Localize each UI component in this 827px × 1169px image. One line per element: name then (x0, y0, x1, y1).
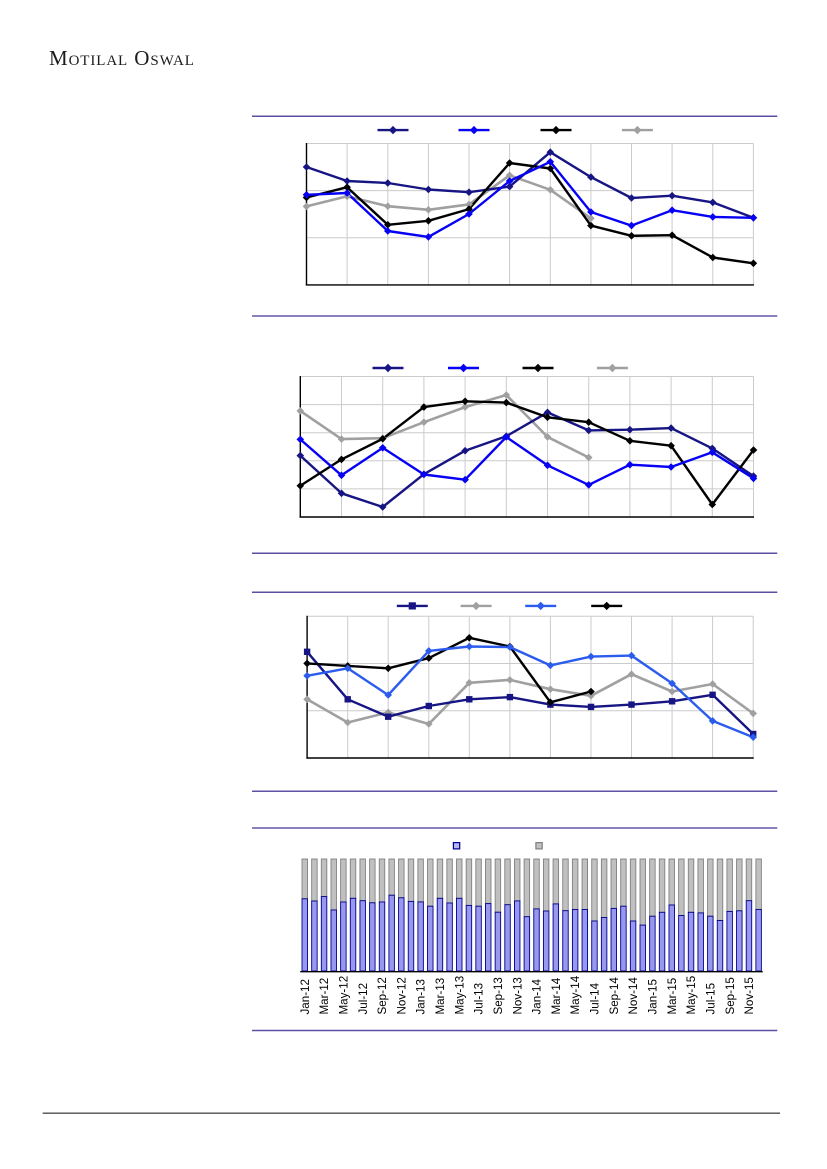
svg-text:Jul-13: Jul-13 (473, 983, 486, 1015)
svg-text:Sep-15: Sep-15 (724, 977, 737, 1014)
svg-text:May-12: May-12 (338, 976, 351, 1015)
svg-text:Mar-13: Mar-13 (434, 978, 447, 1015)
svg-text:Sep-13: Sep-13 (492, 977, 505, 1014)
svg-text:Jan-13: Jan-13 (415, 979, 428, 1014)
svg-text:Sep-14: Sep-14 (608, 977, 621, 1015)
svg-text:Jul-14: Jul-14 (589, 982, 602, 1014)
svg-text:Nov-15: Nov-15 (743, 977, 756, 1014)
svg-text:Sep-12: Sep-12 (376, 977, 389, 1014)
svg-text:Mar-14: Mar-14 (550, 977, 563, 1014)
svg-text:Nov-14: Nov-14 (627, 977, 640, 1015)
svg-text:Mar-15: Mar-15 (666, 978, 679, 1015)
svg-text:May-13: May-13 (453, 976, 466, 1015)
svg-text:Jul-15: Jul-15 (704, 983, 717, 1015)
svg-text:Jan-15: Jan-15 (647, 979, 660, 1014)
svg-text:Jul-12: Jul-12 (357, 983, 370, 1015)
svg-text:Mar-12: Mar-12 (318, 978, 331, 1015)
svg-text:Jan-12: Jan-12 (299, 979, 312, 1014)
svg-text:Nov-13: Nov-13 (511, 977, 524, 1014)
svg-text:Jan-14: Jan-14 (531, 978, 544, 1014)
svg-text:Nov-12: Nov-12 (395, 977, 408, 1014)
svg-text:May-14: May-14 (569, 975, 582, 1014)
svg-text:May-15: May-15 (685, 976, 698, 1015)
